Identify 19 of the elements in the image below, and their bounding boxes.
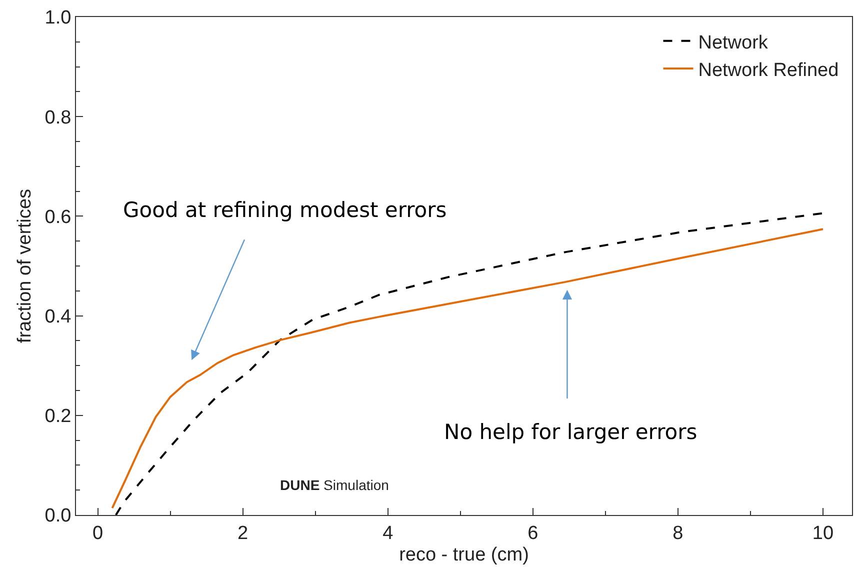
x-tick-label: 10: [812, 522, 834, 544]
annotation: DUNE Simulation: [280, 477, 389, 493]
x-tick-label: 2: [238, 522, 248, 544]
legend-label: Network: [698, 32, 768, 54]
y-tick-label: 0.4: [44, 306, 72, 328]
y-tick-label: 0.2: [44, 406, 72, 428]
x-tick-label: 6: [528, 522, 538, 544]
x-axis-title: reco - true (cm): [399, 544, 529, 566]
x-tick-label: 0: [92, 522, 104, 544]
y-tick-label: 0.8: [44, 107, 72, 128]
y-axis-title: fraction of vertices: [14, 188, 36, 344]
x-tick-label: 4: [382, 522, 394, 544]
y-tick-label: 1.0: [44, 8, 72, 29]
x-tick-label: 8: [672, 522, 684, 544]
y-tick-label: 0.0: [44, 506, 72, 527]
annotation: Good at refining modest errors: [123, 198, 447, 222]
legend-label: Network Refined: [698, 60, 839, 81]
y-tick-label: 0.6: [44, 206, 72, 228]
annotation: No help for larger errors: [444, 420, 698, 444]
